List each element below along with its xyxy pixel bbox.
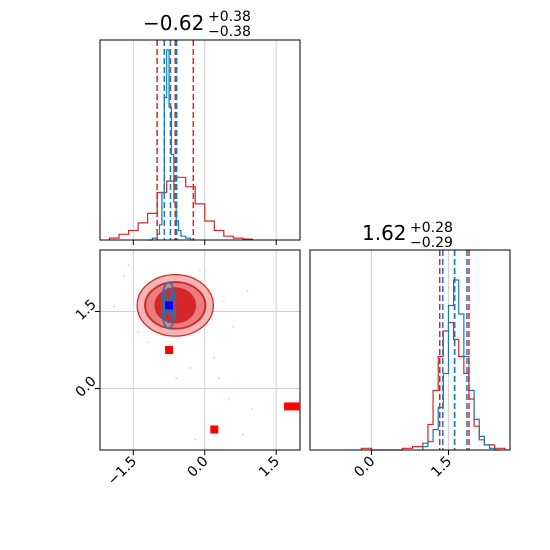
y-tick-label: 0.0 <box>73 374 100 401</box>
scatter-point <box>222 300 225 303</box>
axes-frame <box>309 249 511 451</box>
title-y-lower: −0.29 <box>410 235 453 251</box>
title-y-value: 1.62 <box>362 221 407 245</box>
marker-blue <box>165 301 174 310</box>
histogram-blue <box>422 279 500 451</box>
contour-blue <box>160 281 177 330</box>
y-tick-label: 1.5 <box>73 297 100 324</box>
x-tick-label: −1.5 <box>105 454 140 489</box>
scatter-point <box>189 367 192 369</box>
x-tick-label: 1.5 <box>428 454 455 481</box>
title-y-upper: +0.28 <box>410 220 453 236</box>
x-tick-label: 0.0 <box>351 454 378 481</box>
axes-frame <box>99 249 301 451</box>
scatter-point <box>199 269 201 272</box>
title-x-upper: +0.38 <box>208 9 251 25</box>
scatter-point <box>194 438 197 441</box>
scatter-point <box>232 326 235 328</box>
title-x-lower: −0.38 <box>208 24 251 40</box>
marginal-x-panel <box>99 39 301 245</box>
histogram-blue <box>147 49 196 241</box>
title-param-x: −0.62 +0.38 −0.38 <box>143 9 251 40</box>
scatter-point <box>122 274 125 277</box>
marginal-y-panel: 0.0 1.5 <box>309 249 511 481</box>
joint-contour-panel: −1.5 0.0 1.5 0.0 1.5 <box>73 249 301 489</box>
scatter-point <box>218 377 220 380</box>
x-tick-label: 1.5 <box>256 454 283 481</box>
scatter-point <box>241 433 244 436</box>
scatter-point <box>127 264 130 267</box>
scatter-point <box>137 331 139 333</box>
marker-red <box>165 346 174 354</box>
scatter-point <box>251 408 254 410</box>
scatter-point <box>146 341 149 344</box>
x-tick-label: 0.0 <box>185 454 212 481</box>
marker-red <box>210 425 219 434</box>
scatter-point <box>246 290 249 292</box>
marker-red <box>284 402 293 411</box>
scatter-point <box>175 377 178 380</box>
scatter-point <box>213 356 216 359</box>
title-param-y: 1.62 +0.28 −0.29 <box>362 220 453 251</box>
histogram-red <box>108 176 253 240</box>
scatter-point <box>237 387 239 390</box>
axes-frame <box>99 39 301 241</box>
scatter-point <box>113 305 116 308</box>
scatter-point <box>227 397 230 400</box>
marker-red-edge <box>292 402 300 411</box>
title-x-value: −0.62 <box>143 11 204 35</box>
contour-blue <box>163 287 174 324</box>
